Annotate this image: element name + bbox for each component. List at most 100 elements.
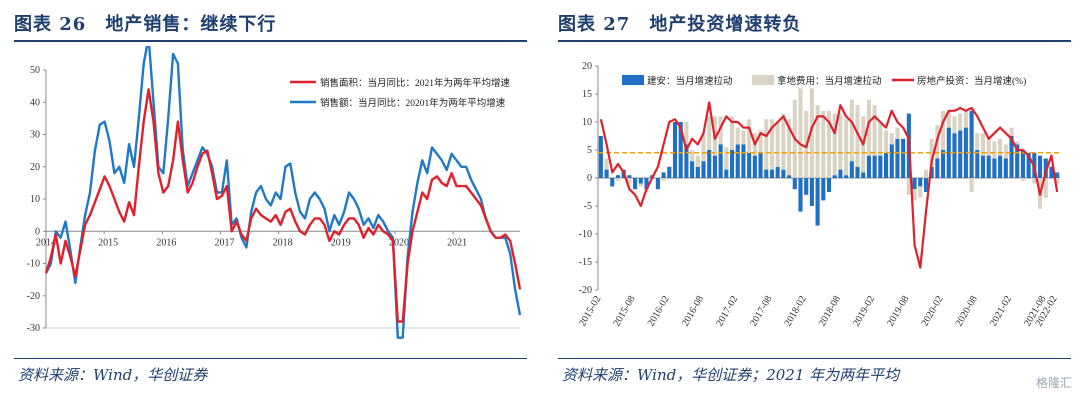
- stacked-bar: [838, 113, 843, 170]
- stacked-bar: [724, 169, 729, 178]
- stacked-bar: [998, 138, 1003, 156]
- stacked-bar: [992, 158, 997, 178]
- sales-line-chart: -30 -20 -10 0 10 20 30 40 50 2014 2015 2016 2017 2018…: [27, 46, 522, 339]
- legend-label: 房地产投资：当月增速(%): [917, 75, 1026, 87]
- stacked-bar: [718, 144, 723, 178]
- stacked-bar: [929, 166, 934, 178]
- stacked-bar: [1037, 155, 1043, 178]
- stacked-bar: [661, 178, 666, 181]
- stacked-bar: [690, 161, 695, 178]
- stacked-bar: [598, 136, 603, 178]
- x-tick-label: 2015-02: [577, 294, 603, 328]
- stacked-bar: [821, 110, 826, 178]
- legend-swatch: [622, 75, 644, 85]
- y-tick-label: -5: [584, 201, 592, 212]
- x-tick-label: 2016-08: [680, 294, 706, 328]
- stacked-bar: [707, 116, 712, 150]
- stacked-bar: [1020, 178, 1025, 181]
- stacked-bar: [747, 152, 752, 178]
- stacked-bar: [627, 175, 632, 178]
- x-tick-label: 2015: [98, 237, 118, 248]
- series-line: [44, 46, 522, 339]
- stacked-bar: [832, 175, 837, 178]
- watermark-logo: 格隆汇: [1035, 376, 1072, 390]
- title-rule: [14, 40, 527, 42]
- stacked-bar: [878, 155, 883, 178]
- x-tick-label: 2014: [36, 237, 56, 248]
- stacked-bar: [1026, 152, 1031, 178]
- stacked-bar: [844, 175, 849, 178]
- stacked-bar: [798, 178, 803, 212]
- stacked-bar: [1055, 172, 1060, 178]
- y-tick-label: 5: [587, 145, 592, 156]
- source-rule: [558, 358, 1071, 359]
- stacked-bar: [735, 144, 740, 178]
- stacked-bar: [946, 110, 951, 128]
- stacked-bar: [718, 116, 723, 145]
- stacked-bar: [764, 169, 769, 178]
- stacked-bar: [883, 130, 889, 153]
- stacked-bar: [1020, 150, 1025, 178]
- x-tick-label: 2018: [273, 237, 293, 248]
- x-tick-label: 2019: [331, 237, 351, 248]
- stacked-bar: [918, 178, 923, 187]
- stacked-bar: [638, 178, 643, 184]
- stacked-bar: [633, 178, 638, 190]
- stacked-bar: [963, 110, 968, 128]
- stacked-bar: [826, 110, 832, 178]
- stacked-bar: [729, 150, 735, 178]
- stacked-bar: [941, 110, 946, 150]
- x-tick-label: 2021: [447, 237, 467, 248]
- stacked-bar: [1003, 158, 1008, 178]
- stacked-bar: [724, 147, 729, 170]
- stacked-bar: [975, 133, 980, 150]
- stacked-bar: [604, 169, 609, 178]
- stacked-bar: [992, 141, 997, 159]
- stacked-bar: [615, 175, 621, 178]
- stacked-bar: [832, 113, 837, 176]
- stacked-bar: [610, 178, 615, 187]
- y-tick-label: 0: [587, 173, 592, 184]
- stacked-bar: [615, 178, 621, 181]
- y-tick-label: 10: [582, 117, 592, 128]
- legend-label: 销售面积：当月同比：2021年为两年平均增速: [320, 77, 511, 89]
- y-tick-label: 40: [30, 97, 40, 108]
- y-tick-label: 30: [30, 130, 40, 141]
- stacked-bar: [638, 183, 643, 187]
- x-tick-label: 2017-08: [748, 294, 774, 328]
- stacked-bar: [958, 130, 963, 178]
- stacked-bar: [684, 122, 689, 145]
- stacked-bar: [986, 138, 991, 156]
- stacked-bar: [889, 133, 894, 145]
- y-tick-label: -30: [27, 323, 40, 334]
- y-tick-label: -20: [27, 291, 40, 302]
- stacked-bar: [809, 178, 814, 206]
- x-tick-label: 2016: [156, 237, 176, 248]
- stacked-bar: [769, 169, 775, 178]
- stacked-bar: [798, 88, 803, 178]
- stacked-bar: [752, 155, 757, 178]
- investment-line: [599, 101, 1059, 269]
- stacked-bar: [975, 150, 980, 178]
- x-tick-label: 2015-08: [611, 294, 637, 328]
- stacked-bar: [1009, 127, 1014, 136]
- stacked-bar: [912, 189, 917, 201]
- x-tick-label: 2019-08: [885, 294, 911, 328]
- stacked-bar: [764, 119, 769, 170]
- stacked-bar: [895, 127, 900, 139]
- stacked-bar: [690, 150, 695, 162]
- stacked-bar: [872, 155, 877, 178]
- stacked-bar: [889, 144, 894, 178]
- stacked-bar: [906, 178, 911, 195]
- stacked-bar: [1055, 178, 1060, 184]
- stacked-bar: [1015, 141, 1020, 145]
- x-tick-label: 2020-08: [954, 294, 980, 328]
- y-tick-label: -10: [579, 229, 592, 240]
- stacked-bar: [729, 116, 735, 150]
- figure-26-source: 资料来源：Wind，华创证券: [18, 366, 208, 384]
- stacked-bar: [969, 110, 974, 178]
- x-tick-label: 2017-02: [714, 294, 740, 328]
- stacked-bar: [923, 169, 929, 178]
- stacked-bar: [895, 138, 900, 178]
- y-tick-label: 50: [30, 65, 40, 76]
